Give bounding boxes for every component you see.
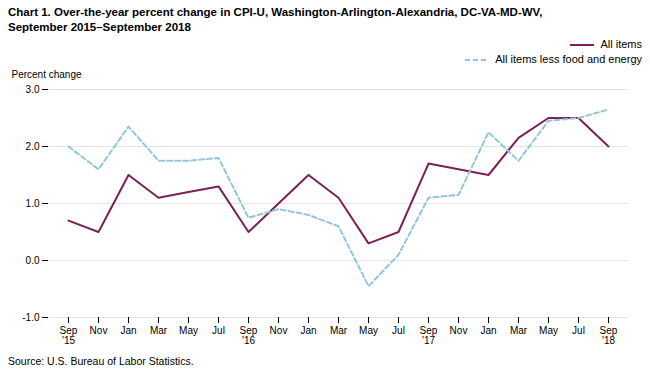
svg-text:Jan: Jan	[120, 325, 136, 336]
svg-text:-1.0: -1.0	[22, 312, 40, 323]
svg-text:1.0: 1.0	[26, 198, 40, 209]
svg-text:Mar: Mar	[510, 325, 528, 336]
svg-text:2.0: 2.0	[26, 141, 40, 152]
html-text:All items less food and energy: All items less food and energy	[495, 53, 642, 65]
svg-text:3.0: 3.0	[26, 84, 40, 95]
svg-text:Mar: Mar	[150, 325, 168, 336]
html-text:Source: U.S. Bureau of Labor S: Source: U.S. Bureau of Labor Statistics.	[8, 355, 194, 367]
html-text:Chart 1. Over-the-year percent: Chart 1. Over-the-year percent change in…	[8, 6, 543, 33]
svg-text:Jul: Jul	[212, 325, 225, 336]
svg-text:Jul: Jul	[572, 325, 585, 336]
svg-text:Sep'16: Sep'16	[240, 325, 258, 346]
svg-text:Jan: Jan	[300, 325, 316, 336]
svg-text:Sep'18: Sep'18	[600, 325, 618, 346]
svg-text:May: May	[359, 325, 378, 336]
svg-text:Nov: Nov	[90, 325, 108, 336]
svg-text:May: May	[539, 325, 558, 336]
svg-text:Nov: Nov	[270, 325, 288, 336]
svg-text:Percent change: Percent change	[12, 69, 82, 80]
svg-text:Jul: Jul	[392, 325, 405, 336]
svg-text:Sep'17: Sep'17	[420, 325, 438, 346]
svg-text:Sep'15: Sep'15	[60, 325, 78, 346]
svg-text:Mar: Mar	[330, 325, 348, 336]
svg-text:May: May	[179, 325, 198, 336]
svg-text:Jan: Jan	[480, 325, 496, 336]
html-text:All items: All items	[600, 38, 642, 50]
svg-text:Nov: Nov	[450, 325, 468, 336]
svg-text:0.0: 0.0	[26, 255, 40, 266]
